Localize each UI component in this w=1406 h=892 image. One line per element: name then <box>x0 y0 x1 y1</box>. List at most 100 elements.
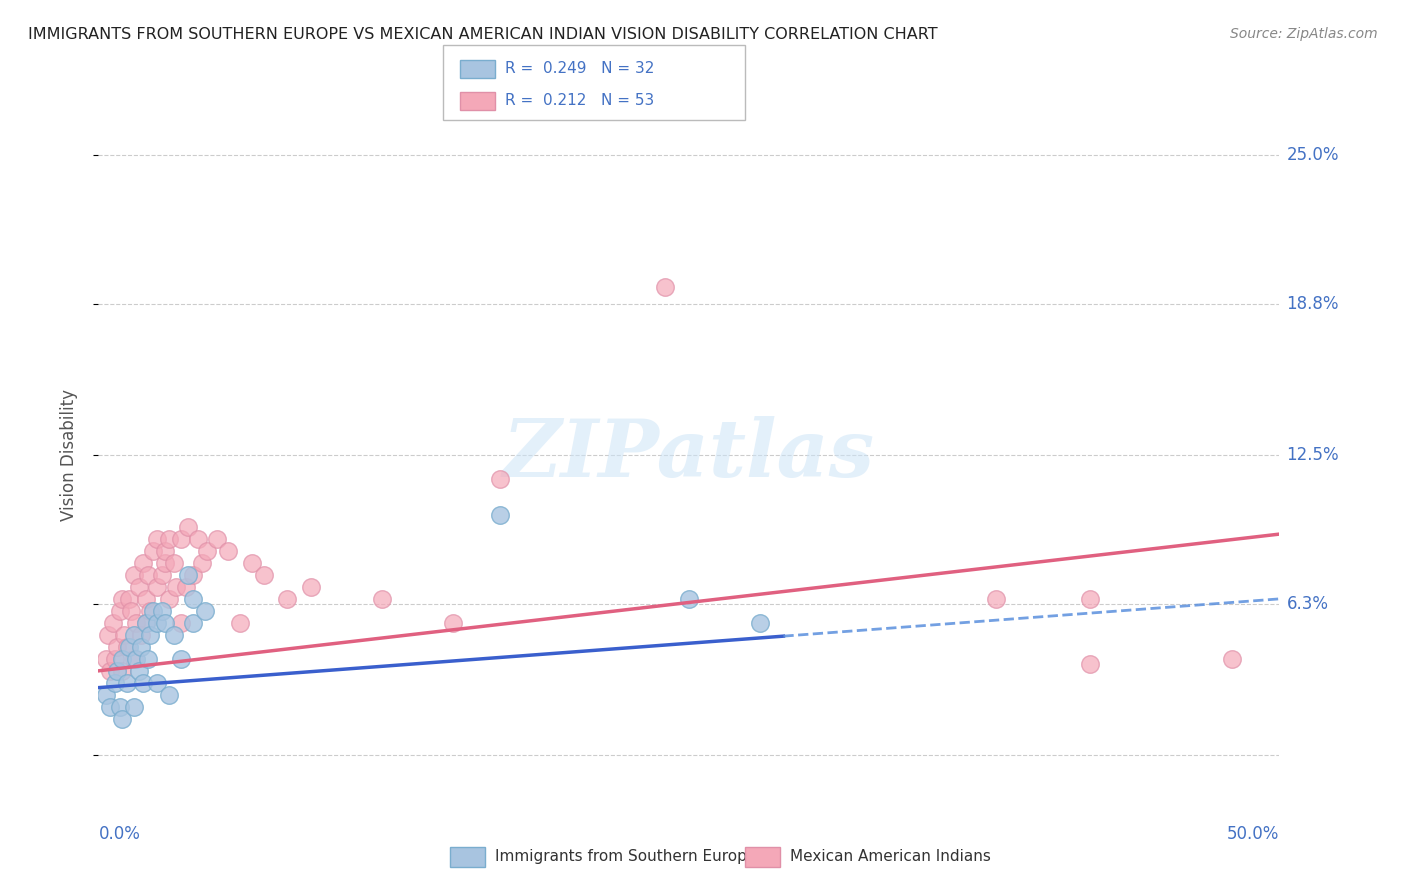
Point <box>129 640 152 654</box>
Point <box>187 532 209 546</box>
Point <box>217 544 239 558</box>
Point <box>146 580 169 594</box>
Point <box>299 580 322 594</box>
Point <box>98 699 121 714</box>
Point <box>142 604 165 618</box>
Point <box>122 628 145 642</box>
Point <box>104 652 127 666</box>
Text: ZIPatlas: ZIPatlas <box>503 417 875 493</box>
Text: 25.0%: 25.0% <box>1286 146 1339 164</box>
Point <box>489 472 512 486</box>
Point <box>128 664 150 678</box>
Point <box>371 591 394 606</box>
Point <box>135 615 157 630</box>
Point <box>181 615 204 630</box>
Point <box>135 591 157 606</box>
Point <box>170 615 193 630</box>
Point <box>165 580 187 594</box>
Point <box>489 508 512 522</box>
Text: 18.8%: 18.8% <box>1286 294 1339 313</box>
Text: Immigrants from Southern Europe: Immigrants from Southern Europe <box>495 849 756 863</box>
Point <box>153 544 176 558</box>
Point <box>177 520 200 534</box>
Point <box>115 640 138 654</box>
Point <box>125 652 148 666</box>
Point <box>441 615 464 630</box>
Point <box>136 652 159 666</box>
Point <box>118 640 141 654</box>
Point <box>129 628 152 642</box>
Point <box>146 532 169 546</box>
Point <box>111 591 134 606</box>
Point <box>1080 591 1102 606</box>
Point <box>111 712 134 726</box>
Point <box>121 604 143 618</box>
Point <box>748 615 770 630</box>
Point <box>136 567 159 582</box>
Point <box>174 580 197 594</box>
Point <box>229 615 252 630</box>
Point <box>276 591 298 606</box>
Point <box>122 699 145 714</box>
Point <box>163 556 186 570</box>
Point <box>112 628 135 642</box>
Text: R =  0.249   N = 32: R = 0.249 N = 32 <box>505 62 654 76</box>
Point <box>150 604 173 618</box>
Text: 50.0%: 50.0% <box>1227 825 1279 843</box>
Point <box>181 567 204 582</box>
Text: Source: ZipAtlas.com: Source: ZipAtlas.com <box>1230 27 1378 41</box>
Point <box>146 676 169 690</box>
Point <box>139 628 162 642</box>
Text: R =  0.212   N = 53: R = 0.212 N = 53 <box>505 94 654 108</box>
Point <box>97 628 120 642</box>
Point <box>111 652 134 666</box>
Point <box>125 615 148 630</box>
Text: 0.0%: 0.0% <box>98 825 141 843</box>
Point <box>111 664 134 678</box>
Point <box>153 556 176 570</box>
Point <box>170 532 193 546</box>
Text: 6.3%: 6.3% <box>1286 595 1329 613</box>
Point <box>194 604 217 618</box>
Text: IMMIGRANTS FROM SOUTHERN EUROPE VS MEXICAN AMERICAN INDIAN VISION DISABILITY COR: IMMIGRANTS FROM SOUTHERN EUROPE VS MEXIC… <box>28 27 938 42</box>
Point <box>122 567 145 582</box>
Point <box>1080 657 1102 671</box>
Point <box>118 591 141 606</box>
Point <box>191 556 214 570</box>
Point <box>150 567 173 582</box>
Point <box>128 580 150 594</box>
Point <box>253 567 276 582</box>
Point <box>105 640 128 654</box>
Point <box>157 688 180 702</box>
Point <box>115 676 138 690</box>
Point <box>142 544 165 558</box>
Point <box>195 544 218 558</box>
Text: Mexican American Indians: Mexican American Indians <box>790 849 991 863</box>
Point <box>153 615 176 630</box>
Point <box>105 664 128 678</box>
Point <box>1220 652 1243 666</box>
Point <box>678 591 700 606</box>
Point <box>135 615 157 630</box>
Point <box>101 615 124 630</box>
Point <box>157 591 180 606</box>
Point <box>181 591 204 606</box>
Point <box>163 628 186 642</box>
Point <box>98 664 121 678</box>
Point <box>139 604 162 618</box>
Point <box>654 280 676 294</box>
Point <box>122 652 145 666</box>
Point <box>108 699 131 714</box>
Point <box>177 567 200 582</box>
Point <box>205 532 228 546</box>
Point <box>984 591 1007 606</box>
Point <box>132 676 155 690</box>
Y-axis label: Vision Disability: Vision Disability <box>59 389 77 521</box>
Point <box>240 556 263 570</box>
Point <box>170 652 193 666</box>
Point <box>157 532 180 546</box>
Text: 12.5%: 12.5% <box>1286 446 1339 464</box>
Point <box>146 615 169 630</box>
Point <box>94 688 117 702</box>
Point <box>108 604 131 618</box>
